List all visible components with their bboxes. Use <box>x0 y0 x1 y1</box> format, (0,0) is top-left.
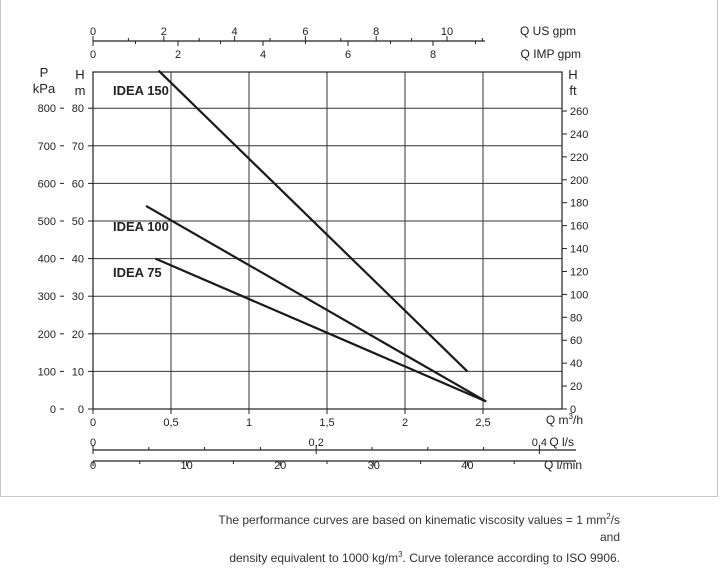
x-usgpm-axis-title: Q US gpm <box>520 24 576 38</box>
x-usgpm-tick-label: 2 <box>161 26 167 38</box>
x-impgpm-tick-label: 0 <box>90 49 96 61</box>
footnote-line-2: density equivalent to 1000 kg/m3. Curve … <box>200 546 620 567</box>
footnote-text-2b: . Curve tolerance according to ISO 9906. <box>402 551 620 565</box>
series-label-2: IDEA 100 <box>113 219 169 234</box>
x-usgpm-tick-label: 4 <box>232 26 238 38</box>
x-ls-tick-label: 0,4 <box>532 437 547 449</box>
y-m-tick-label: 50 <box>72 216 84 228</box>
x-lmin-tick-label: 40 <box>461 460 473 472</box>
y-kpa-tick-label: 800 <box>38 103 56 115</box>
x-impgpm-axis-title: Q IMP gpm <box>521 47 581 61</box>
footnote-sup-2: 3 <box>398 550 403 559</box>
series-curve-3 <box>154 257 487 403</box>
y-kpa-tick-label: 600 <box>38 178 56 190</box>
y-kpa-tick-label: 500 <box>38 216 56 228</box>
y-ft-tick-label: 200 <box>570 175 588 187</box>
series-curve-1 <box>157 69 469 373</box>
x-ls-tick-label: 0 <box>90 437 96 449</box>
y-ft-axis-title: H <box>568 67 577 82</box>
y-ft-tick-label: 20 <box>570 381 582 393</box>
y-ft-tick-label: 100 <box>570 289 588 301</box>
y-kpa-axis-title: P <box>40 65 49 80</box>
x-m3h-tick-label: 1 <box>246 417 252 429</box>
y-ft-tick-label: 260 <box>570 106 588 118</box>
x-lmin-tick-label: 10 <box>180 460 192 472</box>
y-ft-tick-label: 40 <box>570 358 582 370</box>
x-lmin-tick-label: 30 <box>368 460 380 472</box>
y-m-tick-label: 20 <box>72 329 84 341</box>
x-impgpm-tick-label: 2 <box>175 49 181 61</box>
y-ft-tick-label: 120 <box>570 266 588 278</box>
x-m3h-axis-title: Q m3/h <box>546 412 583 427</box>
y-kpa-tick-label: 700 <box>38 141 56 153</box>
x-m3h-tick-label: 0,5 <box>163 417 178 429</box>
y-kpa-tick-label: 400 <box>38 254 56 266</box>
y-ft-tick-label: 240 <box>570 129 588 141</box>
y-m-tick-label: 80 <box>72 103 84 115</box>
y-m-axis-title: H <box>75 67 84 82</box>
y-ft-tick-label: 60 <box>570 335 582 347</box>
series-curve-2 <box>145 205 487 403</box>
y-m-tick-label: 60 <box>72 178 84 190</box>
pump-performance-chart: 01020304050607080Hm010020030040050060070… <box>33 24 589 472</box>
y-m-axis-unit: m <box>75 83 86 98</box>
y-kpa-tick-label: 0 <box>50 404 56 416</box>
x-m3h-tick-label: 2 <box>402 417 408 429</box>
series-label-3: IDEA 75 <box>113 265 162 280</box>
x-usgpm-tick-label: 10 <box>441 26 453 38</box>
footnote-text-2a: density equivalent to 1000 kg/m <box>229 551 399 565</box>
footnote-line-1: The performance curves are based on kine… <box>200 508 620 546</box>
y-kpa-axis-unit: kPa <box>33 81 56 96</box>
x-impgpm-tick-label: 8 <box>430 49 436 61</box>
x-impgpm-tick-label: 4 <box>260 49 266 61</box>
y-ft-tick-label: 140 <box>570 244 588 256</box>
y-ft-axis-unit: ft <box>569 83 577 98</box>
x-lmin-axis-title: Q l/min <box>544 458 582 472</box>
y-ft-tick-label: 220 <box>570 152 588 164</box>
x-m3h-tick-label: 1,5 <box>319 417 334 429</box>
footnote-sup-1: 2 <box>606 512 611 521</box>
y-kpa-tick-label: 200 <box>38 329 56 341</box>
y-m-tick-label: 0 <box>78 404 84 416</box>
y-m-tick-label: 10 <box>72 366 84 378</box>
x-m3h-tick-label: 2,5 <box>475 417 490 429</box>
x-usgpm-tick-label: 0 <box>90 26 96 38</box>
x-ls-tick-label: 0,2 <box>309 437 324 449</box>
series-label-1: IDEA 150 <box>113 83 169 98</box>
y-kpa-tick-label: 300 <box>38 291 56 303</box>
y-ft-tick-label: 180 <box>570 198 588 210</box>
y-ft-tick-label: 160 <box>570 221 588 233</box>
footnote-text-1a: The performance curves are based on kine… <box>218 513 607 527</box>
x-m3h-tick-label: 0 <box>90 417 96 429</box>
x-lmin-tick-label: 20 <box>274 460 286 472</box>
footnote-text-1b: /s and <box>599 513 620 544</box>
chart-footnote: The performance curves are based on kine… <box>200 508 620 567</box>
x-usgpm-tick-label: 8 <box>373 26 379 38</box>
x-impgpm-tick-label: 6 <box>345 49 351 61</box>
y-m-tick-label: 40 <box>72 254 84 266</box>
y-kpa-tick-label: 100 <box>38 366 56 378</box>
x-ls-axis-title: Q l/s <box>549 435 574 449</box>
y-ft-tick-label: 0 <box>570 404 576 416</box>
x-lmin-tick-label: 0 <box>90 460 96 472</box>
y-ft-tick-label: 80 <box>570 312 582 324</box>
y-m-tick-label: 70 <box>72 141 84 153</box>
y-m-tick-label: 30 <box>72 291 84 303</box>
x-usgpm-tick-label: 6 <box>302 26 308 38</box>
chart-frame <box>0 0 718 497</box>
